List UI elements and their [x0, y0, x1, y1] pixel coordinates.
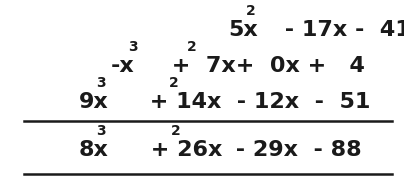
Text: - 17x -  41: - 17x - 41	[277, 20, 404, 40]
Text: 2: 2	[246, 3, 255, 18]
Text: 3: 3	[96, 124, 106, 138]
Text: + 14x: + 14x	[142, 92, 221, 112]
Text: 2: 2	[170, 124, 180, 138]
Text: 2: 2	[187, 40, 197, 54]
Text: 2: 2	[169, 76, 179, 90]
Text: + 26x: + 26x	[143, 140, 223, 160]
Text: - 12x  -  51: - 12x - 51	[229, 92, 371, 112]
Text: 9x: 9x	[79, 92, 109, 112]
Text: 3: 3	[128, 40, 138, 54]
Text: - 29x  - 88: - 29x - 88	[228, 140, 362, 160]
Text: 8x: 8x	[79, 140, 109, 160]
Text: 5x: 5x	[228, 20, 258, 40]
Text: -x: -x	[111, 56, 135, 76]
Text: 3: 3	[96, 76, 106, 90]
Text: +  0x +   4: + 0x + 4	[228, 56, 365, 76]
Text: +  7x: + 7x	[164, 56, 236, 76]
